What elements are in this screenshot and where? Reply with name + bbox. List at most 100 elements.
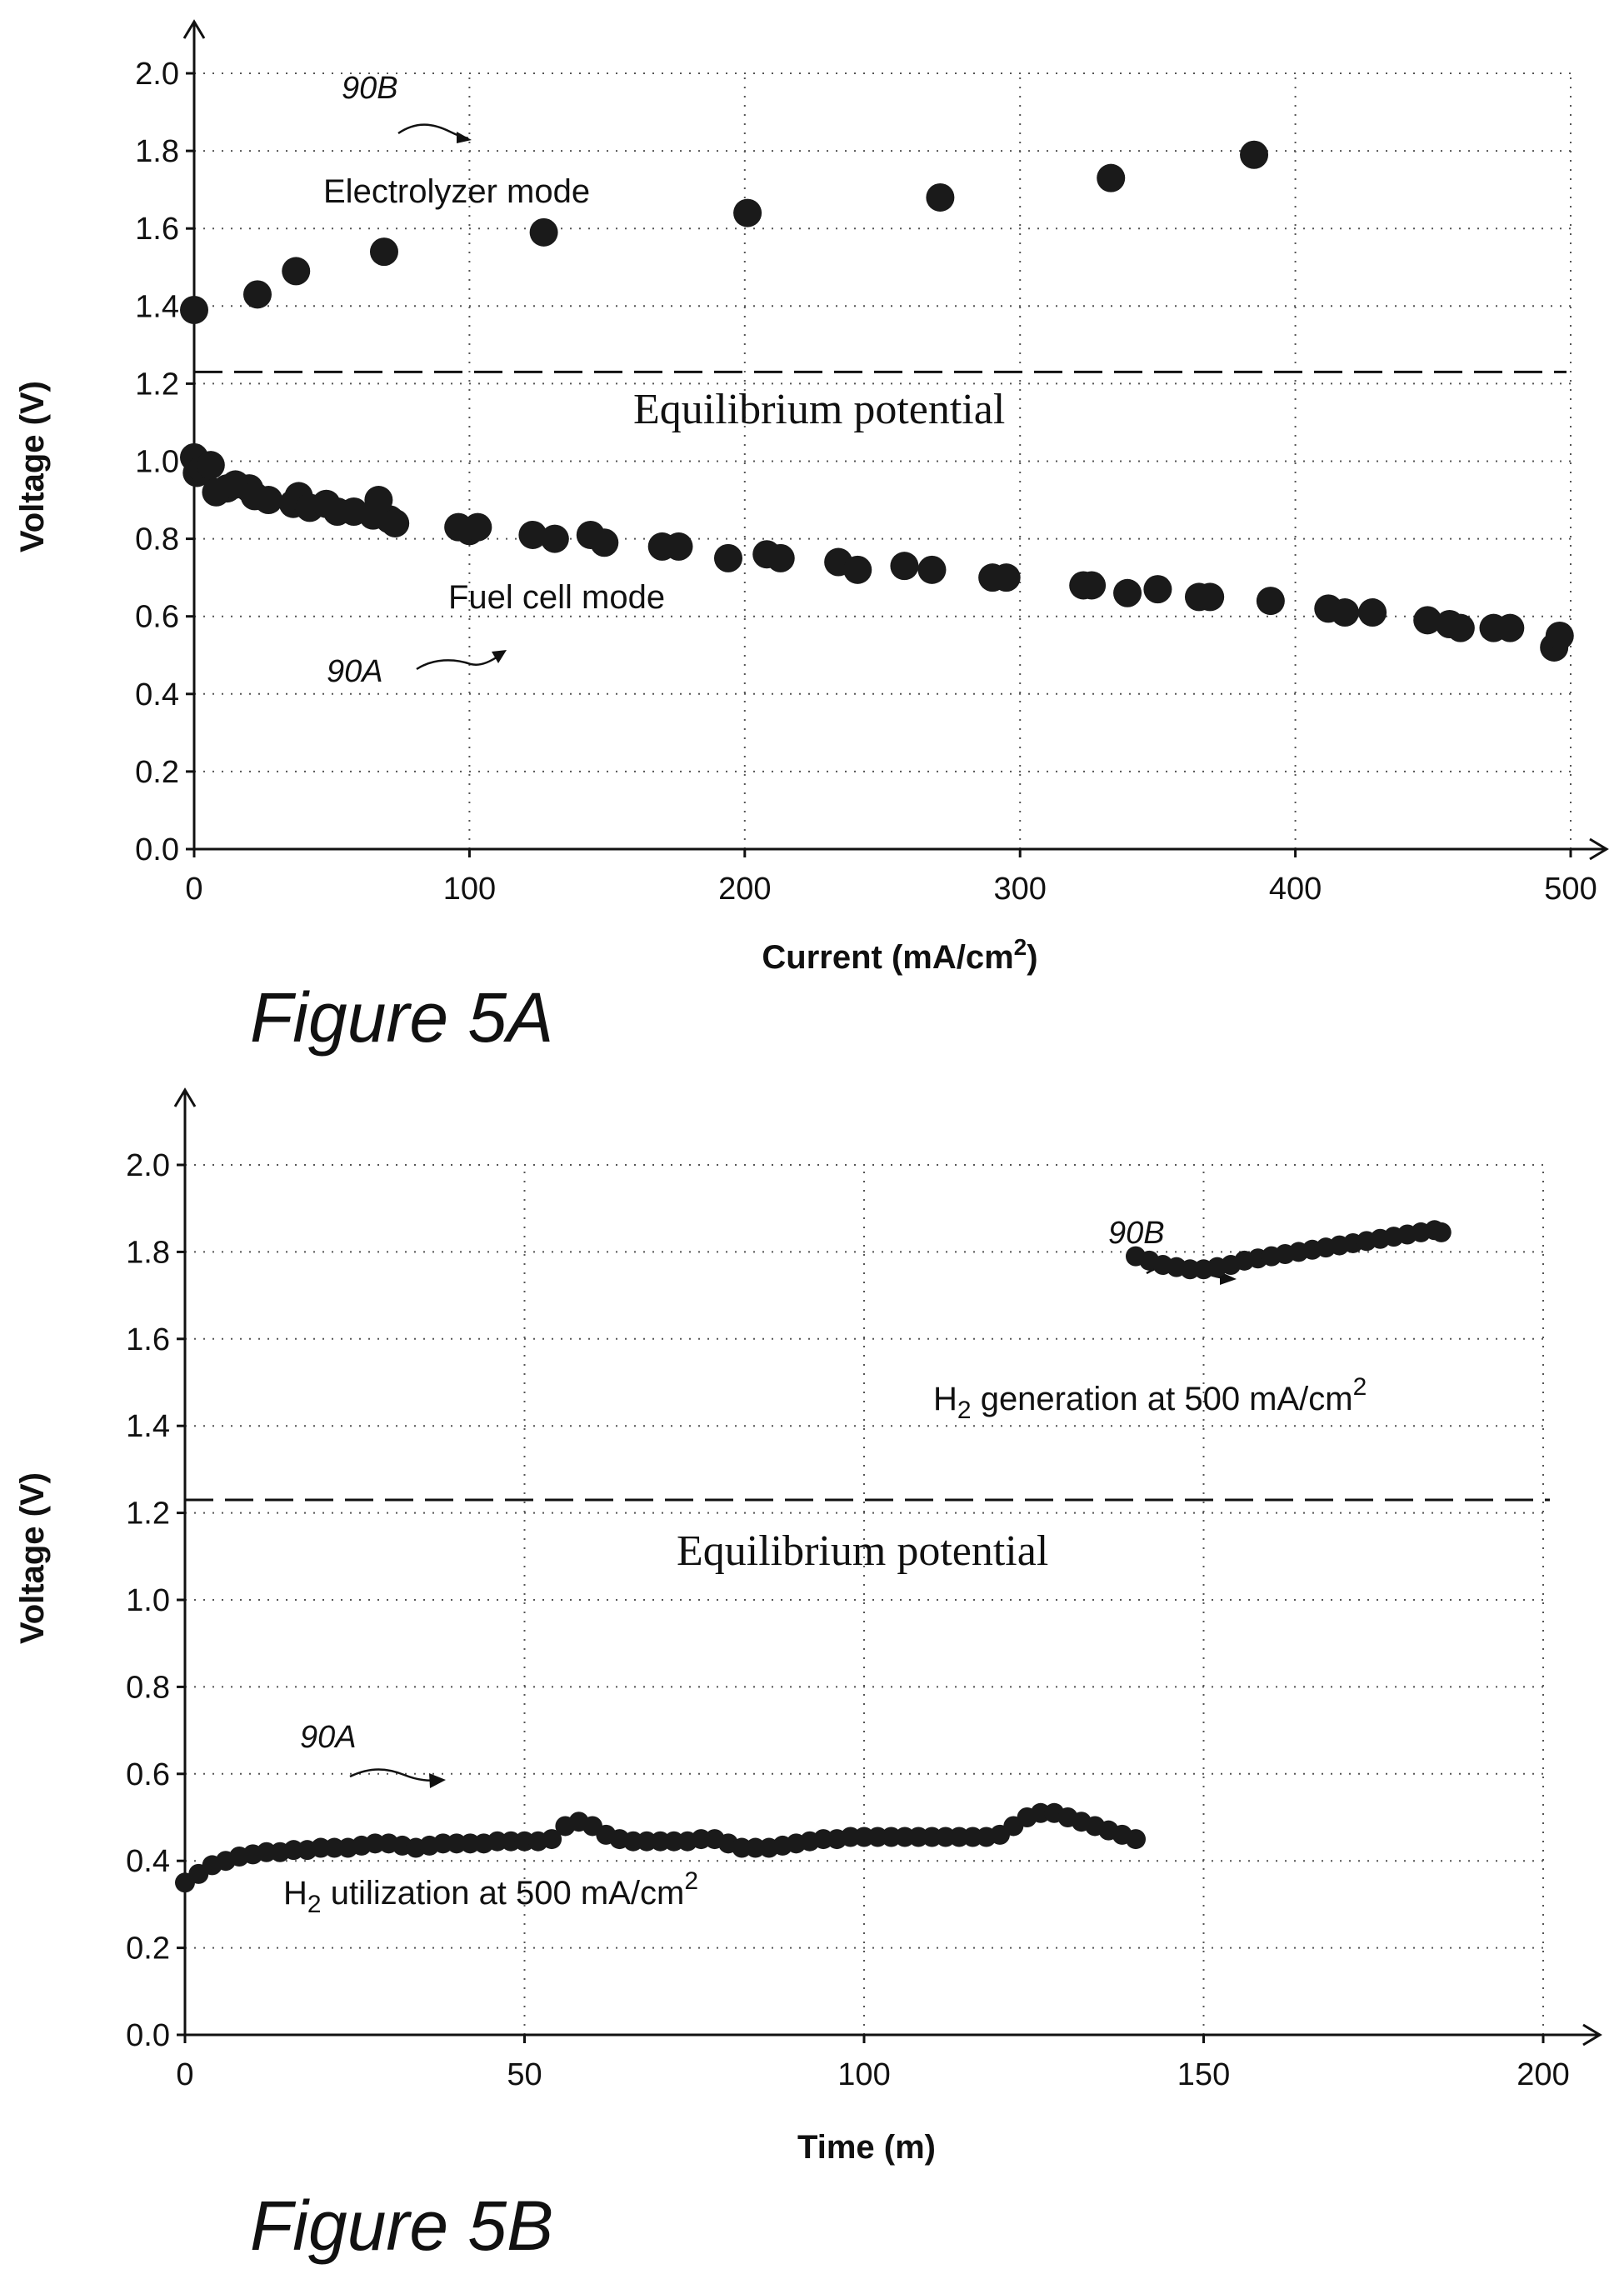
y-tick-label: 0.0 — [126, 2018, 170, 2053]
ref-90b-arrowhead — [457, 132, 472, 143]
figure-5a-axes — [182, 19, 1609, 861]
y-tick-label: 1.4 — [135, 289, 179, 324]
data-point — [1126, 1829, 1146, 1850]
y-axis-arrowhead — [182, 19, 206, 39]
data-point — [590, 528, 619, 557]
data-point — [713, 543, 742, 572]
data-point — [540, 524, 569, 553]
ref-90a-arrowhead — [429, 1773, 446, 1788]
data-point — [180, 295, 208, 324]
equilibrium-label: Equilibrium potential — [677, 1527, 1048, 1575]
figure-5a-chart: 0.0 0.2 0.4 0.6 0.8 1.0 1.2 1.4 1.6 1.8 2.0 0 100 2 0… — [14, 19, 1609, 1057]
data-point — [1240, 140, 1269, 169]
y-tick-label: 1.0 — [126, 1583, 170, 1618]
x-tick-label: 100 — [837, 2057, 890, 2092]
ref-90a-arrowhead — [492, 650, 507, 663]
data-point — [917, 555, 947, 584]
x-axis-label: Time (m) — [797, 2129, 936, 2166]
data-point — [381, 508, 410, 537]
data-point — [242, 280, 272, 309]
equilibrium-label: Equilibrium potential — [633, 386, 1005, 433]
y-tick-label: 0.4 — [135, 677, 179, 712]
y-axis-arrowhead — [173, 1087, 197, 1107]
figure-5a-points — [180, 140, 1574, 662]
y-tick-label: 0.2 — [126, 1932, 170, 1967]
data-point — [1097, 163, 1126, 192]
figure-5b-points — [175, 1220, 1452, 1893]
y-tick-label: 2.0 — [126, 1148, 170, 1183]
data-point — [254, 486, 283, 515]
y-tick-label: 0.4 — [126, 1844, 170, 1879]
y-tick-label: 1.8 — [135, 134, 179, 169]
figure-5a-x-ticks: 0 100 200 300 400 500 — [185, 849, 1597, 907]
y-tick-label: 1.8 — [126, 1235, 170, 1270]
data-point — [1256, 587, 1285, 616]
data-point — [664, 532, 693, 561]
data-point — [733, 198, 762, 227]
data-point — [463, 512, 492, 542]
y-tick-label: 2.0 — [135, 57, 179, 92]
data-point — [992, 563, 1021, 592]
data-point — [1413, 606, 1442, 635]
h2-generation-label: H2 generation at 500 mA/cm2 — [933, 1373, 1367, 1424]
data-point — [1077, 571, 1107, 600]
y-tick-label: 0.0 — [135, 832, 179, 867]
data-point — [196, 451, 225, 480]
x-tick-label: 500 — [1544, 872, 1597, 907]
figure-5b-chart: 0.0 0.2 0.4 0.6 0.8 1.0 1.2 1.4 1.6 1.8 2.0 0 50 100… — [14, 1087, 1602, 2265]
h2-utilization-label: H2 utilization at 500 mA/cm2 — [283, 1867, 698, 1918]
x-axis-arrowhead — [1589, 837, 1609, 861]
data-point — [766, 543, 795, 572]
data-point — [843, 555, 872, 584]
ref-90a-arrow — [416, 652, 502, 671]
data-point — [1331, 598, 1360, 627]
y-tick-label: 0.6 — [135, 600, 179, 635]
ref-90b-arrowhead — [1220, 1272, 1237, 1285]
data-point — [282, 257, 311, 286]
data-point — [1446, 613, 1475, 642]
ref-90b-label: 90B — [342, 71, 398, 106]
x-tick-label: 0 — [185, 872, 202, 907]
x-tick-label: 0 — [176, 2057, 193, 2092]
data-point — [529, 217, 558, 247]
data-point — [1143, 575, 1172, 604]
electrolyzer-mode-label: Electrolyzer mode — [323, 173, 590, 210]
y-axis-label: Voltage (V) — [14, 381, 51, 552]
ref-90a-arrow — [349, 1768, 441, 1782]
y-tick-label: 0.8 — [135, 522, 179, 557]
data-point — [542, 1829, 562, 1850]
y-tick-label: 1.2 — [126, 1497, 170, 1532]
x-axis-label: Current (mA/cm2) — [762, 934, 1037, 976]
x-axis-label-sup: 2 — [1014, 934, 1027, 960]
figure-5a-y-ticks: 0.0 0.2 0.4 0.6 0.8 1.0 1.2 1.4 1.6 1.8 2.0 — [135, 57, 194, 867]
y-tick-label: 1.6 — [126, 1322, 170, 1357]
x-tick-label: 400 — [1269, 872, 1322, 907]
figure-5a-caption: Figure 5A — [250, 978, 553, 1057]
data-point — [890, 552, 919, 581]
y-tick-label: 0.8 — [126, 1670, 170, 1705]
y-tick-label: 0.2 — [135, 755, 179, 790]
figure-5b-y-ticks: 0.0 0.2 0.4 0.6 0.8 1.0 1.2 1.4 1.6 1.8 2.0 — [126, 1148, 185, 2053]
y-tick-label: 1.2 — [135, 367, 179, 402]
ref-90b-label: 90B — [1108, 1216, 1165, 1251]
data-point — [926, 182, 955, 212]
figure-5b-x-ticks: 0 50 100 150 200 — [176, 2035, 1570, 2092]
data-point — [1496, 613, 1525, 642]
x-tick-label: 150 — [1177, 2057, 1230, 2092]
fuel-cell-mode-label: Fuel cell mode — [448, 579, 665, 616]
x-tick-label: 200 — [1517, 2057, 1569, 2092]
data-point — [518, 520, 547, 549]
x-tick-label: 300 — [993, 872, 1046, 907]
x-axis-arrowhead — [1582, 2023, 1602, 2047]
data-point — [1431, 1222, 1452, 1242]
data-point — [369, 237, 398, 267]
data-point — [1113, 578, 1142, 607]
y-tick-label: 0.6 — [126, 1757, 170, 1792]
x-tick-label: 50 — [507, 2057, 542, 2092]
x-tick-label: 100 — [443, 872, 496, 907]
y-tick-label: 1.6 — [135, 212, 179, 247]
ref-90a-label: 90A — [300, 1720, 357, 1755]
ref-90a-label: 90A — [327, 654, 383, 689]
data-point — [1196, 582, 1225, 612]
y-tick-label: 1.0 — [135, 445, 179, 480]
